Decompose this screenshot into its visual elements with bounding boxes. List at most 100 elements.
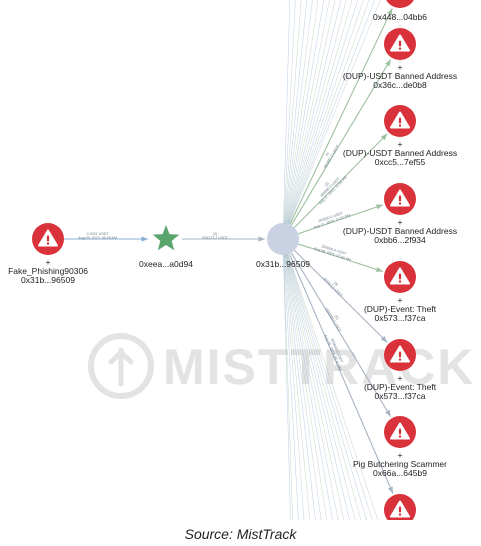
fan-edge	[282, 238, 328, 520]
warning-icon	[390, 34, 410, 52]
expand-plus[interactable]: +	[398, 450, 403, 460]
edge-arrowhead	[258, 236, 265, 242]
fan-edge	[282, 0, 296, 240]
fan-edge	[282, 0, 313, 240]
edge-arrowhead	[385, 59, 391, 67]
edge-mid-hub[interactable]: (2)509373.2 USDT	[182, 232, 265, 242]
edge-line	[288, 253, 394, 494]
fan-edge	[282, 0, 359, 240]
edge-label: Aug 09, 2023, 06:28 AM	[78, 236, 117, 240]
node-tag: (DUP)-USDT Banned Address	[343, 71, 457, 81]
node-address: 0x448...04bb6	[373, 12, 427, 22]
warning-icon	[390, 267, 410, 285]
fan-edge	[282, 0, 308, 240]
fan-edge	[282, 238, 367, 520]
warning-icon	[390, 189, 410, 207]
edge-fan	[282, 0, 381, 520]
expand-plus[interactable]: +	[398, 373, 403, 383]
edge-label: (3)	[333, 281, 339, 287]
fan-edge	[282, 0, 291, 240]
fan-edge	[282, 238, 379, 520]
warning-icon	[390, 500, 410, 518]
fan-edge	[282, 238, 333, 520]
fan-edge	[282, 238, 311, 520]
node-tag: (DUP)-Event: Theft	[364, 304, 437, 314]
edge-line	[290, 59, 392, 226]
node-address: 0x31b...96509	[256, 259, 310, 269]
edge-label: 509373.2 USDT	[202, 236, 229, 240]
fan-edge	[282, 238, 322, 520]
warning-icon	[38, 229, 58, 247]
node-tag: Fake_Phishing90306	[8, 266, 88, 276]
edge-label: 1800000.0 USDT	[324, 307, 342, 334]
node-tag: (DUP)-Event: Theft	[364, 382, 437, 392]
warning-icon	[390, 422, 410, 440]
fan-edge	[282, 238, 345, 520]
node-tag: (DUP)-USDT Banned Address	[343, 226, 457, 236]
node-tag: Pig Butchering Scammer	[353, 459, 447, 469]
edge-arrowhead	[375, 266, 383, 272]
node-mid[interactable]: 0xeea...a0d94	[139, 225, 193, 269]
fan-edge	[282, 0, 302, 240]
expand-plus[interactable]: +	[398, 139, 403, 149]
fan-edge	[282, 238, 339, 520]
edge-label: 352413.0 USDT	[322, 277, 344, 299]
node-r7[interactable]	[384, 494, 416, 520]
fan-edge	[282, 238, 362, 520]
node-address: 0xeea...a0d94	[139, 259, 193, 269]
node-address: 0x31b...96509	[21, 275, 75, 285]
fan-edge	[282, 0, 364, 240]
node-hub[interactable]: 0x31b...96509	[256, 223, 310, 269]
edge-line	[297, 204, 384, 235]
fan-edge	[282, 238, 316, 520]
edge-label: 70	[325, 152, 330, 157]
edge-arrowhead	[141, 236, 148, 242]
edge-line	[293, 249, 388, 343]
edge-hub-r0[interactable]	[289, 8, 393, 225]
fan-edge	[282, 0, 347, 240]
fan-edge	[282, 238, 350, 520]
expand-plus[interactable]: +	[46, 257, 51, 267]
fan-edge	[282, 238, 291, 520]
star-icon	[152, 225, 180, 251]
danger-node-circle	[386, 0, 414, 8]
edge-label: (2)	[213, 232, 217, 236]
edge-arrowhead	[385, 409, 391, 417]
fan-edge	[282, 238, 305, 520]
expand-plus[interactable]: +	[398, 62, 403, 72]
node-address: 0x36c...de0b8	[373, 80, 427, 90]
expand-plus[interactable]: +	[398, 217, 403, 227]
node-r0[interactable]: 0x448...04bb6	[373, 0, 427, 22]
node-tag: (DUP)-USDT Banned Address	[343, 148, 457, 158]
node-address: 0x573...f37ca	[374, 391, 425, 401]
edge-arrowhead	[375, 204, 383, 210]
expand-plus[interactable]: +	[398, 295, 403, 305]
node-address: 0xbb6...2f934	[374, 235, 426, 245]
node-address: 0x573...f37ca	[374, 313, 425, 323]
transaction-graph[interactable]: MISTTRACK 0.2531 USDT Aug 09, 2023, 06:28…	[0, 0, 481, 520]
edge-line	[289, 8, 393, 225]
hub-node-circle	[267, 223, 299, 255]
edge-line	[298, 243, 384, 272]
edge-arrowhead	[380, 133, 388, 141]
source-caption: Source: MistTrack	[184, 526, 297, 542]
fan-edge	[282, 0, 319, 240]
edge-arrowhead	[380, 335, 388, 343]
fan-edge	[282, 238, 293, 520]
node-address: 0x66a...645b9	[373, 468, 427, 478]
fan-edge	[282, 0, 381, 240]
node-address: 0xcc5...7ef55	[375, 157, 426, 167]
fan-edge	[282, 0, 353, 240]
warning-icon	[390, 345, 410, 363]
fan-edge	[282, 0, 325, 240]
fan-edge	[282, 0, 342, 240]
